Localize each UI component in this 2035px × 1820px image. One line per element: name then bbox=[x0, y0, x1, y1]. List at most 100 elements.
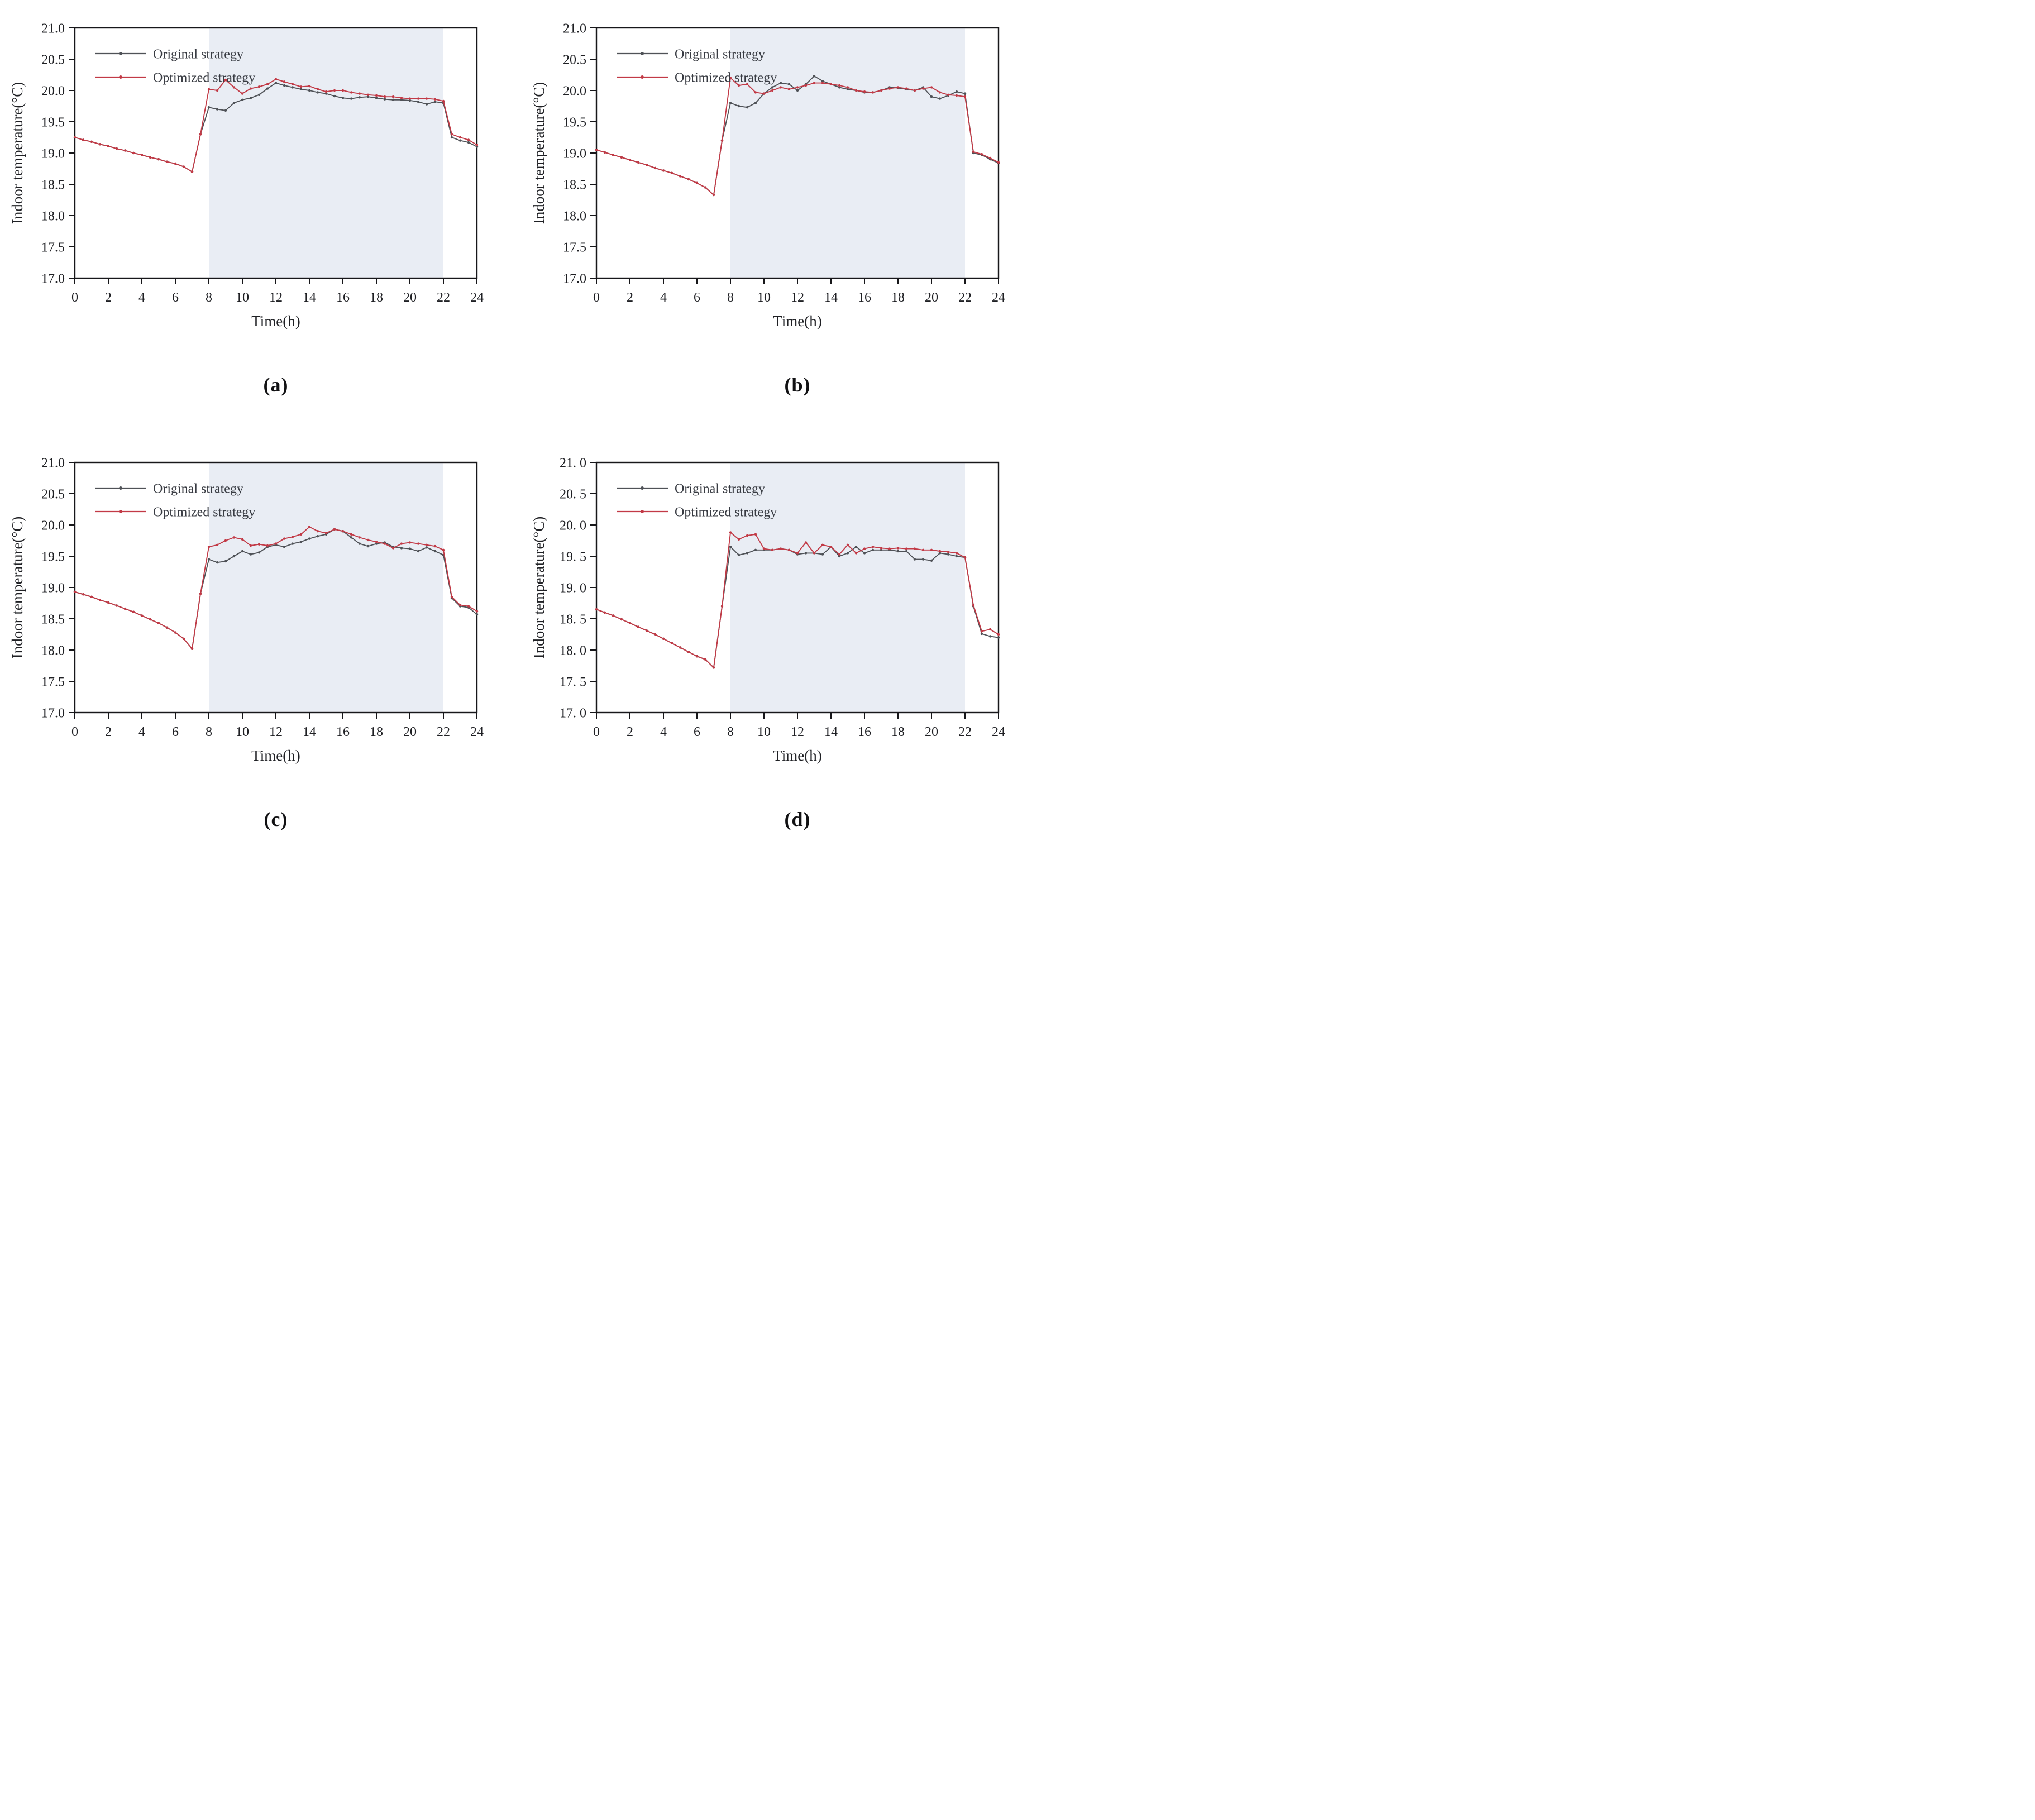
y-tick-label: 18.0 bbox=[41, 643, 65, 658]
legend-label: Optimized strategy bbox=[153, 70, 255, 85]
data-point-marker bbox=[391, 547, 395, 550]
data-point-marker bbox=[425, 103, 428, 106]
data-point-marker bbox=[82, 138, 85, 141]
data-point-marker bbox=[190, 647, 194, 650]
data-point-marker bbox=[813, 82, 816, 84]
chart-panel-d: 0 2 4 6 8 10 12 14 16 18 20 22 24 17. 0 17. 5 18. 0 18. … bbox=[524, 450, 1015, 831]
shaded-time-region bbox=[209, 28, 443, 278]
x-tick-label: 16 bbox=[336, 725, 350, 739]
y-tick-label: 19.0 bbox=[41, 146, 65, 161]
data-point-marker bbox=[165, 160, 169, 163]
y-tick-label: 19.5 bbox=[563, 115, 586, 130]
data-point-marker bbox=[433, 98, 437, 101]
x-tick-label: 22 bbox=[437, 290, 450, 305]
data-point-marker bbox=[467, 138, 470, 141]
data-point-marker bbox=[871, 548, 875, 551]
panel-caption-a: (a) bbox=[263, 374, 289, 396]
data-point-marker bbox=[947, 553, 950, 556]
data-point-marker bbox=[645, 164, 648, 166]
x-tick-label: 8 bbox=[206, 725, 212, 739]
y-axis: 17.0 17.5 18.0 18.5 19.0 19.5 20.0 20.5 21.0 bbox=[563, 21, 596, 286]
data-point-marker bbox=[417, 97, 420, 100]
x-tick-label: 10 bbox=[236, 290, 249, 305]
data-point-marker bbox=[383, 95, 386, 98]
data-point-marker bbox=[930, 559, 933, 562]
panel-caption-d: (d) bbox=[784, 808, 811, 830]
data-point-marker bbox=[997, 636, 1000, 639]
x-axis-title: Time(h) bbox=[773, 313, 822, 329]
x-tick-label: 24 bbox=[992, 290, 1005, 305]
data-point-marker bbox=[963, 95, 967, 98]
data-point-marker bbox=[140, 154, 144, 156]
data-point-marker bbox=[963, 92, 967, 95]
y-tick-label: 20. 5 bbox=[560, 487, 586, 501]
y-tick-label: 17.0 bbox=[41, 271, 65, 286]
data-point-marker bbox=[241, 538, 244, 541]
y-tick-label: 20.5 bbox=[41, 52, 65, 67]
legend-item-optimized-strategy: Optimized strategy bbox=[95, 70, 255, 85]
x-axis: 0 2 4 6 8 10 12 14 16 18 20 22 24 bbox=[71, 278, 484, 305]
data-point-marker bbox=[712, 193, 715, 197]
data-point-marker bbox=[408, 547, 412, 550]
x-tick-label: 12 bbox=[269, 290, 283, 305]
x-axis-title: Time(h) bbox=[251, 313, 300, 329]
y-tick-label: 19. 0 bbox=[560, 581, 586, 595]
data-point-marker bbox=[249, 553, 252, 556]
data-point-marker bbox=[779, 547, 782, 550]
data-point-marker bbox=[257, 93, 261, 96]
y-tick-label: 19. 5 bbox=[560, 550, 586, 564]
data-point-marker bbox=[938, 91, 942, 94]
data-point-marker bbox=[988, 156, 992, 160]
data-point-marker bbox=[190, 170, 194, 173]
data-point-marker bbox=[729, 102, 732, 104]
data-point-marker bbox=[838, 555, 841, 558]
panel-caption-c: (c) bbox=[264, 808, 288, 830]
y-tick-label: 18.5 bbox=[563, 178, 586, 192]
data-point-marker bbox=[804, 541, 808, 544]
y-tick-label: 20.5 bbox=[41, 487, 65, 501]
data-point-marker bbox=[905, 87, 908, 90]
x-axis: 0 2 4 6 8 10 12 14 16 18 20 22 24 bbox=[593, 278, 1005, 305]
data-point-marker bbox=[729, 546, 732, 548]
data-point-marker bbox=[283, 537, 286, 540]
data-point-marker bbox=[90, 595, 93, 598]
y-axis-title: Indoor temperature(°C) bbox=[531, 82, 547, 224]
data-point-marker bbox=[383, 98, 386, 101]
data-point-marker bbox=[375, 97, 378, 99]
x-tick-label: 20 bbox=[403, 290, 417, 305]
data-point-marker bbox=[274, 82, 278, 84]
x-tick-label: 8 bbox=[727, 725, 734, 739]
x-tick-label: 24 bbox=[470, 725, 484, 739]
data-point-marker bbox=[82, 593, 85, 596]
data-point-marker bbox=[813, 75, 816, 78]
data-point-marker bbox=[199, 593, 202, 595]
data-point-marker bbox=[997, 633, 1000, 636]
x-tick-label: 6 bbox=[694, 290, 700, 305]
y-tick-label: 20.5 bbox=[563, 52, 586, 67]
data-point-marker bbox=[662, 169, 665, 172]
data-point-marker bbox=[930, 95, 933, 98]
data-point-marker bbox=[207, 558, 211, 561]
data-point-marker bbox=[174, 631, 177, 634]
legend-label: Original strategy bbox=[153, 481, 243, 496]
data-point-marker bbox=[863, 552, 866, 555]
data-point-marker bbox=[383, 542, 386, 545]
data-point-marker bbox=[358, 536, 361, 539]
data-point-marker bbox=[241, 92, 244, 95]
data-point-marker bbox=[425, 546, 428, 549]
data-point-marker bbox=[358, 96, 361, 99]
data-point-marker bbox=[863, 547, 866, 550]
data-point-marker bbox=[628, 159, 632, 161]
data-point-marker bbox=[955, 94, 958, 97]
data-point-marker bbox=[316, 530, 319, 533]
data-point-marker bbox=[880, 547, 883, 550]
y-tick-label: 21. 0 bbox=[560, 456, 586, 470]
legend-marker-dot bbox=[641, 486, 644, 490]
x-tick-label: 6 bbox=[172, 290, 179, 305]
data-point-marker bbox=[224, 78, 227, 82]
data-point-marker bbox=[157, 158, 160, 161]
data-point-marker bbox=[433, 544, 437, 548]
data-point-marker bbox=[821, 80, 824, 83]
x-tick-label: 10 bbox=[236, 725, 249, 739]
